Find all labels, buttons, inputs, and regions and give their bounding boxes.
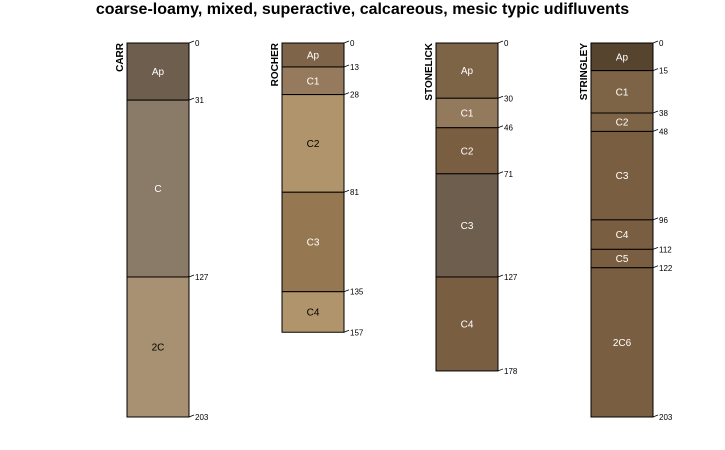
depth-tick — [343, 64, 350, 68]
profile-name: STONELICK — [424, 42, 435, 100]
horizon-label: C1 — [616, 87, 629, 98]
horizon-2c — [126, 276, 190, 418]
depth-tick — [652, 414, 659, 418]
depth-tick — [497, 368, 504, 372]
horizon-label: C5 — [616, 254, 629, 265]
depth-label: 13 — [350, 63, 359, 72]
depth-tick — [343, 40, 350, 44]
depth-tick — [652, 68, 659, 72]
depth-tick — [188, 414, 195, 418]
depth-tick — [652, 246, 659, 250]
horizon-ap — [435, 42, 499, 99]
depth-label: 0 — [350, 39, 355, 48]
depth-tick — [343, 289, 350, 293]
depth-tick — [652, 217, 659, 221]
depth-label: 81 — [350, 188, 359, 197]
horizon-ap — [126, 42, 190, 101]
horizon-label: Ap — [461, 66, 474, 77]
depth-label: 0 — [504, 39, 509, 48]
depth-label: 71 — [504, 170, 513, 179]
depth-label: 203 — [195, 413, 209, 422]
depth-tick — [343, 189, 350, 193]
horizon-c3 — [435, 173, 499, 278]
horizon-label: C2 — [616, 118, 629, 129]
depth-tick — [497, 40, 504, 44]
horizon-label: C3 — [307, 237, 320, 248]
horizon-label: Ap — [616, 52, 629, 63]
horizon-label: Ap — [152, 67, 165, 78]
depth-tick — [188, 40, 195, 44]
depth-tick — [652, 110, 659, 114]
horizon-label: C1 — [461, 109, 474, 120]
depth-tick — [497, 171, 504, 175]
horizon-label: C2 — [461, 146, 474, 157]
depth-label: 127 — [504, 273, 518, 282]
depth-tick — [188, 274, 195, 278]
depth-label: 15 — [659, 67, 668, 76]
depth-label: 31 — [195, 96, 204, 105]
depth-tick — [188, 97, 195, 101]
horizon-label: C — [154, 184, 161, 195]
depth-label: 203 — [659, 413, 673, 422]
depth-label: 122 — [659, 264, 673, 273]
depth-label: 46 — [504, 124, 513, 133]
horizon-2c6 — [590, 267, 654, 418]
depth-tick — [343, 92, 350, 95]
profile-name: ROCHER — [270, 42, 281, 86]
depth-label: 112 — [659, 245, 672, 254]
depth-label: 157 — [350, 328, 364, 337]
depth-label: 135 — [350, 288, 364, 297]
horizon-label: C4 — [461, 319, 474, 330]
horizon-label: 2C6 — [613, 338, 632, 349]
chart-title: coarse-loamy, mixed, superactive, calcar… — [95, 1, 630, 18]
depth-tick — [497, 95, 504, 99]
depth-label: 0 — [195, 39, 200, 48]
depth-label: 0 — [659, 39, 664, 48]
horizon-label: C3 — [461, 221, 474, 232]
horizon-c1 — [590, 70, 654, 114]
depth-label: 178 — [504, 367, 518, 376]
horizon-label: C2 — [307, 139, 320, 150]
depth-tick — [497, 125, 504, 129]
horizon-label: 2C — [152, 342, 165, 353]
horizon-c4 — [281, 291, 345, 333]
depth-label: 38 — [659, 109, 668, 118]
depth-label: 48 — [659, 127, 668, 136]
horizon-c1 — [435, 97, 499, 129]
horizon-label: C4 — [616, 230, 629, 241]
depth-tick — [343, 329, 350, 333]
depth-tick — [652, 265, 659, 269]
profile-name: STRINGLEY — [579, 43, 590, 101]
depth-tick — [652, 129, 659, 132]
depth-label: 96 — [659, 216, 668, 225]
horizon-label: Ap — [307, 50, 320, 61]
profile-name: CARR — [115, 42, 126, 72]
horizon-label: C3 — [616, 171, 629, 182]
depth-tick — [652, 40, 659, 44]
horizon-ap — [590, 42, 654, 72]
horizon-c2 — [435, 127, 499, 175]
horizon-c4 — [435, 276, 499, 372]
depth-label: 30 — [504, 94, 513, 103]
horizon-label: C4 — [307, 307, 320, 318]
depth-tick — [497, 274, 504, 278]
horizon-label: C1 — [307, 76, 320, 87]
depth-label: 127 — [195, 273, 209, 282]
depth-label: 28 — [350, 91, 359, 100]
